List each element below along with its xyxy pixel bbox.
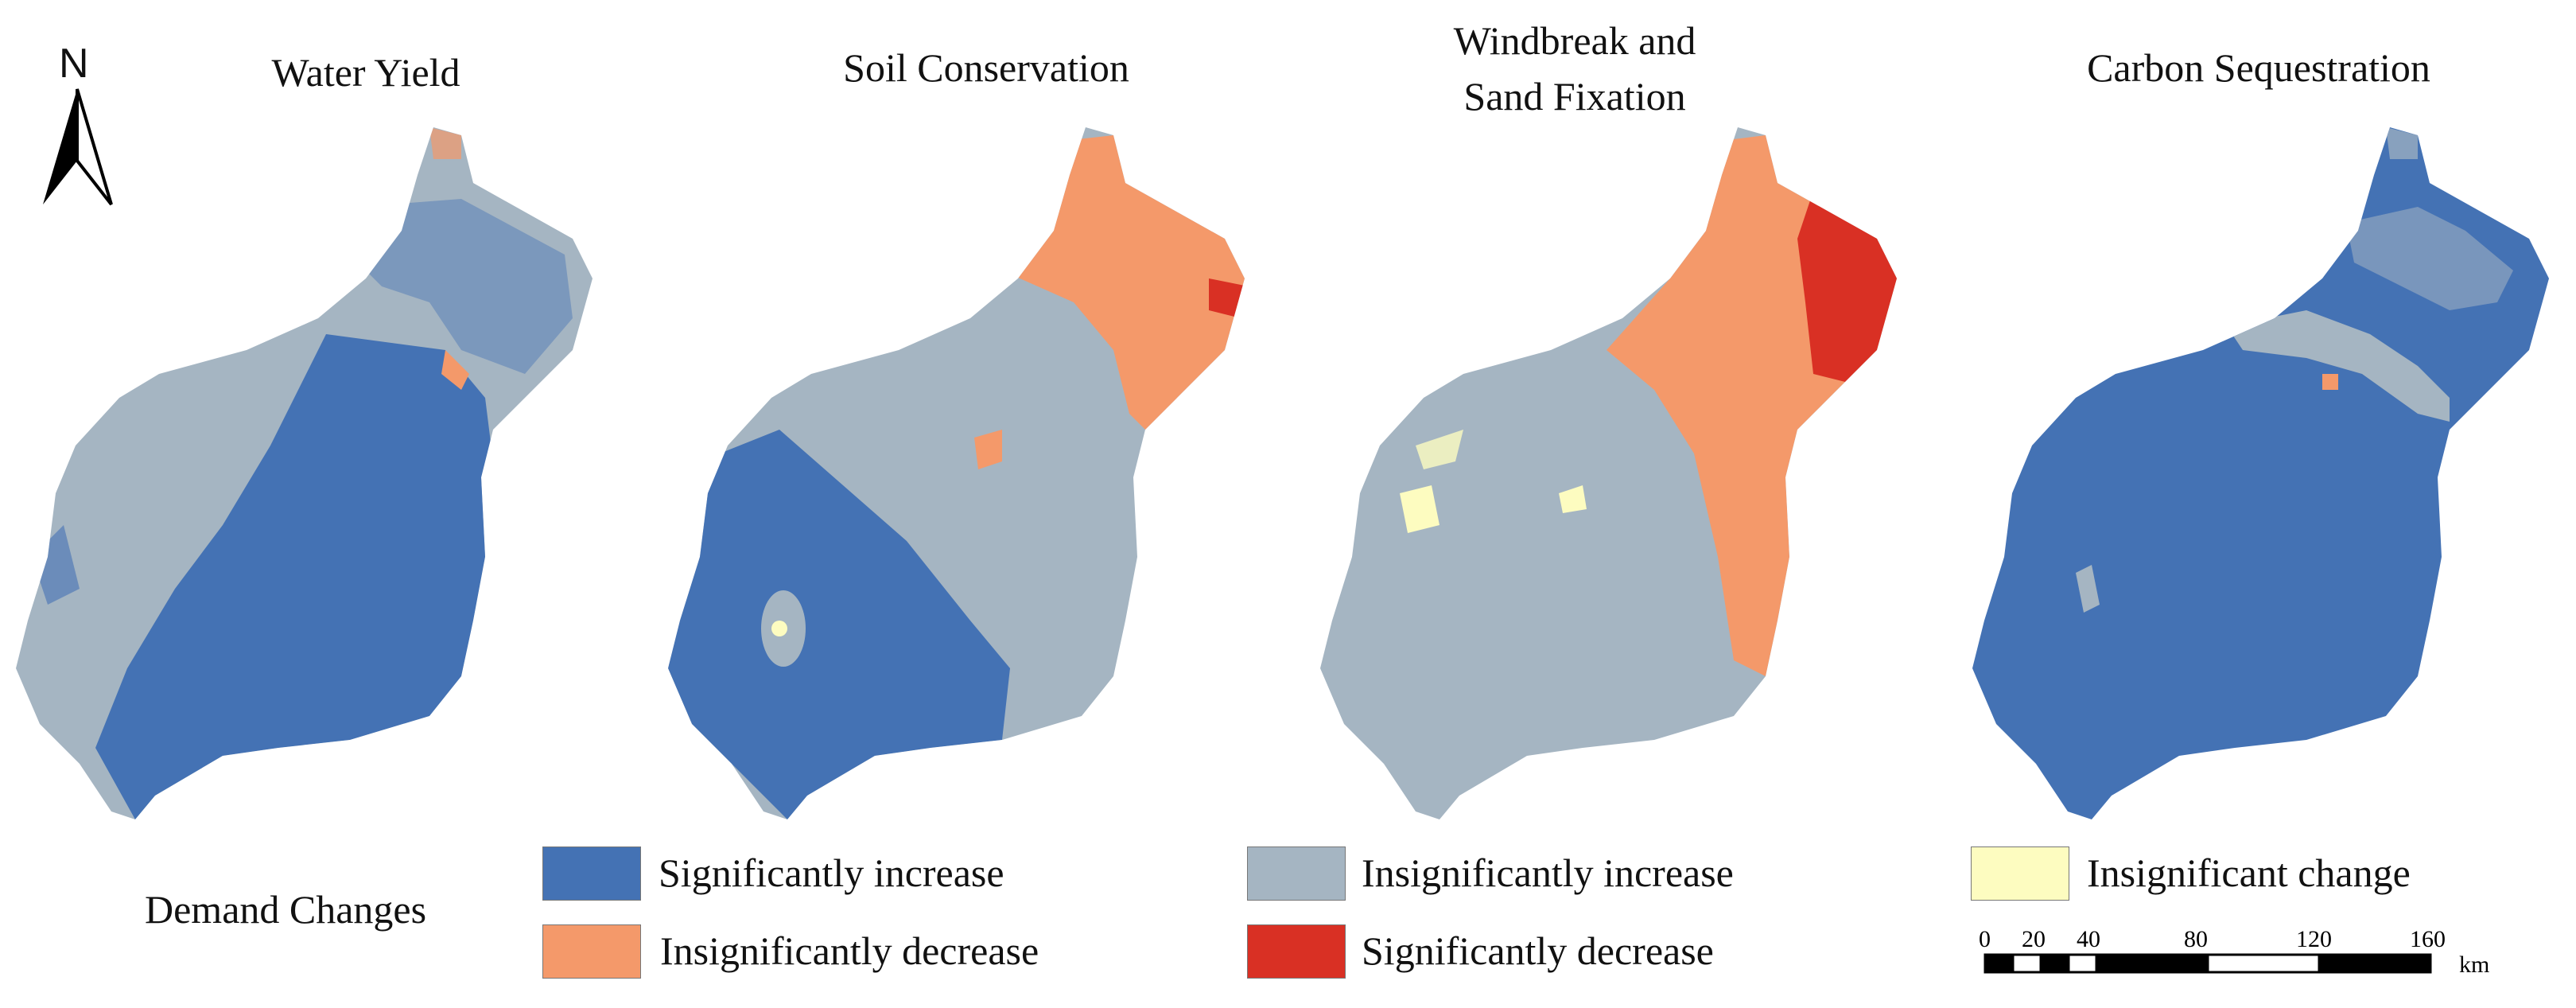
north-letter: N <box>59 41 89 87</box>
map-water-yield <box>16 127 593 819</box>
legend-swatch-significantly-increase <box>542 846 641 901</box>
legend-title: Demand Changes <box>145 887 427 932</box>
legend-label-significantly-increase: Significantly increase <box>659 850 1004 895</box>
panel-title-soil-conservation: Soil Conservation <box>843 45 1129 90</box>
panel-title-water-yield: Water Yield <box>271 50 460 95</box>
legend-swatch-insignificantly-decrease <box>542 924 641 979</box>
scale-tick-20: 20 <box>2022 929 2046 952</box>
legend-label-insignificant-change: Insignificant change <box>2087 850 2411 895</box>
map-carbon-sequestration <box>1972 127 2549 819</box>
north-arrow-icon <box>43 88 113 206</box>
scale-tick-0: 0 <box>1979 929 1991 952</box>
panel-title-windbreak-line1: Windbreak and <box>1453 18 1696 63</box>
scale-tick-80: 80 <box>2184 929 2208 952</box>
legend-label-insignificantly-increase: Insignificantly increase <box>1362 850 1734 895</box>
map-windbreak-sand-fixation <box>1320 127 1897 819</box>
scale-unit: km <box>2459 952 2489 977</box>
map-soil-conservation <box>668 127 1245 819</box>
scale-tick-40: 40 <box>2077 929 2100 952</box>
legend-label-significantly-decrease: Significantly decrease <box>1362 928 1714 973</box>
scale-tick-160: 160 <box>2410 929 2446 952</box>
scale-bar: 0 20 40 80 120 160 km <box>1979 929 2489 977</box>
legend-label-insignificantly-decrease: Insignificantly decrease <box>660 928 1039 973</box>
scale-tick-120: 120 <box>2296 929 2332 952</box>
legend-swatch-insignificant-change <box>1971 846 2069 901</box>
panel-title-windbreak-line2: Sand Fixation <box>1463 74 1686 119</box>
legend-swatch-insignificantly-increase <box>1247 846 1346 901</box>
panel-title-carbon-sequestration: Carbon Sequestration <box>2087 45 2430 90</box>
legend-swatch-significantly-decrease <box>1247 924 1346 979</box>
